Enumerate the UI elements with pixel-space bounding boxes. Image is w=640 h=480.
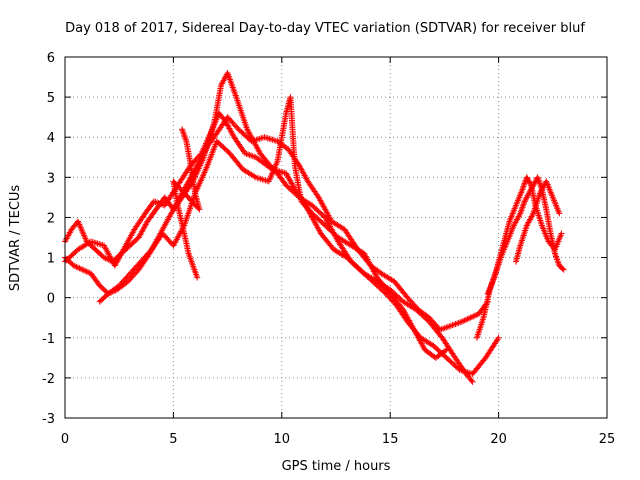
data-point — [525, 177, 532, 184]
data-point — [468, 377, 475, 384]
data-point — [525, 190, 532, 197]
data-point — [460, 318, 467, 325]
data-point — [524, 175, 531, 182]
data-point — [560, 266, 567, 273]
data-point — [101, 254, 108, 261]
data-point — [251, 173, 258, 180]
x-axis-label: GPS time / hours — [282, 459, 391, 474]
data-point — [461, 317, 468, 324]
data-point — [523, 194, 530, 201]
y-tick-label: 4 — [47, 131, 55, 146]
data-point — [234, 124, 241, 131]
y-axis-label: SDTVAR / TECUs — [8, 185, 23, 292]
data-point — [307, 209, 314, 216]
data-point — [83, 268, 90, 275]
data-point — [525, 178, 532, 185]
y-tick-label: 2 — [47, 211, 55, 226]
y-tick-label: -3 — [42, 412, 55, 427]
data-point — [458, 318, 465, 325]
data-point — [531, 179, 538, 186]
data-point — [75, 264, 82, 271]
series-track-1 — [62, 110, 476, 385]
x-tick-label: 5 — [169, 432, 177, 447]
x-tick-label: 15 — [382, 432, 399, 447]
data-point — [468, 314, 475, 321]
data-point — [526, 189, 533, 196]
data-point — [470, 313, 477, 320]
data-point — [529, 183, 536, 190]
data-point — [82, 267, 89, 274]
data-point — [465, 315, 472, 322]
data-point — [471, 312, 478, 319]
y-tick-label: 1 — [47, 252, 55, 267]
data-point — [558, 230, 565, 237]
data-point — [73, 263, 80, 270]
data-point — [463, 316, 470, 323]
data-point — [79, 266, 86, 273]
data-point — [76, 265, 83, 272]
data-point — [194, 274, 201, 281]
series-track-4 — [96, 94, 450, 361]
data-point — [527, 187, 534, 194]
data-point — [525, 191, 532, 198]
data-point — [494, 336, 501, 343]
series-track-8 — [512, 178, 563, 265]
data-point — [77, 265, 84, 272]
y-tick-label: 0 — [47, 292, 55, 307]
data-point — [559, 265, 566, 272]
data-point — [528, 185, 535, 192]
data-point — [464, 316, 471, 323]
data-point — [80, 267, 87, 274]
data-point — [70, 262, 77, 269]
x-tick-label: 20 — [490, 432, 507, 447]
data-point — [526, 179, 533, 186]
data-point — [523, 195, 530, 202]
data-point — [531, 181, 538, 188]
data-point — [556, 210, 563, 217]
tick-labels: 0 5 10 15 20 25 -3 -2 -1 0 1 2 3 4 5 6 — [42, 51, 615, 447]
y-tick-label: -1 — [42, 332, 55, 347]
data-point — [473, 312, 480, 319]
data-point — [442, 347, 449, 354]
y-tick-label: -2 — [42, 372, 55, 387]
data-point — [532, 178, 539, 185]
x-tick-label: 10 — [274, 432, 291, 447]
data-point — [524, 193, 531, 200]
data-points — [62, 70, 567, 385]
data-point — [103, 255, 110, 262]
data-point — [530, 182, 537, 189]
data-point — [72, 263, 79, 270]
y-tick-label: 6 — [47, 51, 55, 66]
data-point — [469, 378, 476, 385]
plot-frame — [64, 56, 608, 419]
y-tick-label: 3 — [47, 171, 55, 186]
data-point — [467, 314, 474, 321]
grid — [65, 57, 607, 418]
data-point — [521, 198, 528, 205]
y-tick-label: 5 — [47, 91, 55, 106]
chart-title: Day 018 of 2017, Sidereal Day-to-day VTE… — [65, 21, 585, 36]
series-track-5 — [170, 126, 203, 281]
data-point — [495, 334, 502, 341]
data-point — [443, 346, 450, 353]
data-point — [102, 255, 109, 262]
data-point — [522, 197, 529, 204]
x-tick-label: 0 — [61, 432, 69, 447]
data-point — [528, 186, 535, 193]
data-point — [85, 269, 92, 276]
data-point — [105, 256, 112, 263]
x-tick-label: 25 — [599, 432, 616, 447]
series-track-3 — [62, 114, 491, 333]
data-point — [523, 174, 530, 181]
